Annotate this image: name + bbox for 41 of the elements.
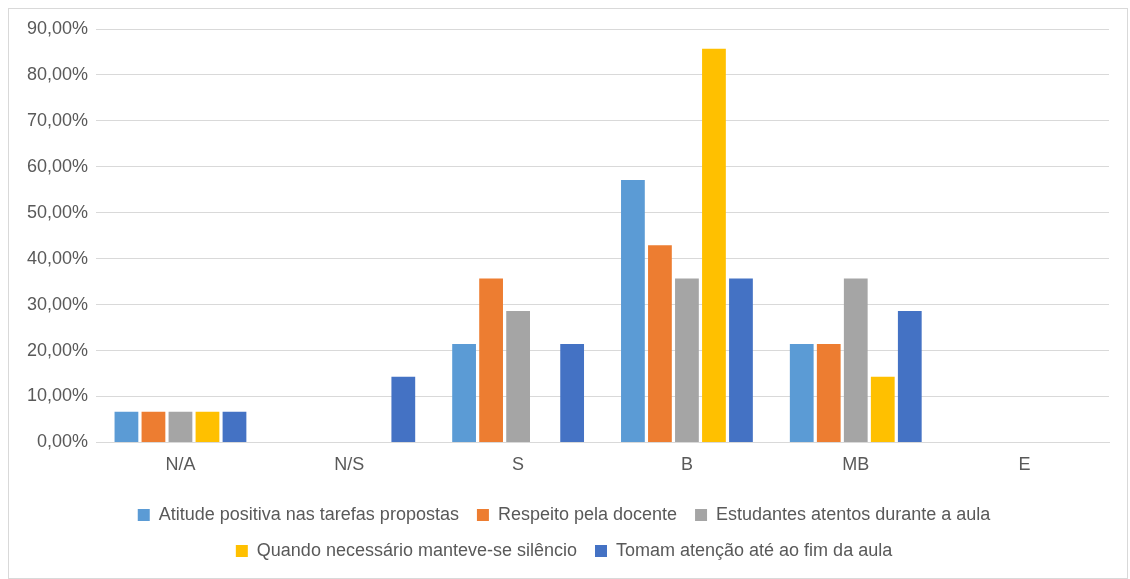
x-tick-label: MB [842,454,870,475]
bar [789,344,814,442]
y-tick-label: 10,00% [26,385,89,406]
x-tick-label: E [1018,454,1031,475]
y-tick-label: 80,00% [26,63,89,84]
legend-label: Respeito pela docente [497,503,678,524]
y-tick-label: 70,00% [26,109,89,130]
bar [479,278,503,442]
y-tick-label: 50,00% [26,201,89,222]
legend-label: Atitude positiva nas tarefas propostas [158,503,459,524]
bar [816,344,841,442]
y-tick-label: 30,00% [26,293,89,314]
bar [648,245,672,442]
y-tick-label: 40,00% [26,247,89,268]
legend-label: Quando necessário manteve-se silêncio [256,539,578,560]
bar [702,48,726,442]
bar [675,278,699,442]
bar [195,411,220,442]
bar [141,411,166,442]
bar [729,278,753,442]
bar [843,278,868,442]
bar [560,344,585,442]
x-tick-label: B [680,454,693,475]
legend-label: Estudantes atentos durante a aula [716,503,992,524]
bar [114,411,139,442]
x-tick-label: N/S [334,454,365,475]
legend-label: Tomam atenção até ao fim da aula [616,539,894,560]
bar [621,180,645,442]
x-tick-label: S [512,454,525,475]
y-tick-label: 20,00% [26,339,89,360]
y-tick-label: 90,00% [26,17,89,38]
bar [452,344,476,442]
x-tick-label: N/A [165,454,196,475]
bar [870,376,895,442]
bar [391,376,416,442]
bar [168,411,193,442]
y-tick-label: 60,00% [26,155,89,176]
bar [506,311,530,442]
bar [222,411,247,442]
y-tick-label: 0,00% [37,431,89,452]
bar [897,311,922,442]
